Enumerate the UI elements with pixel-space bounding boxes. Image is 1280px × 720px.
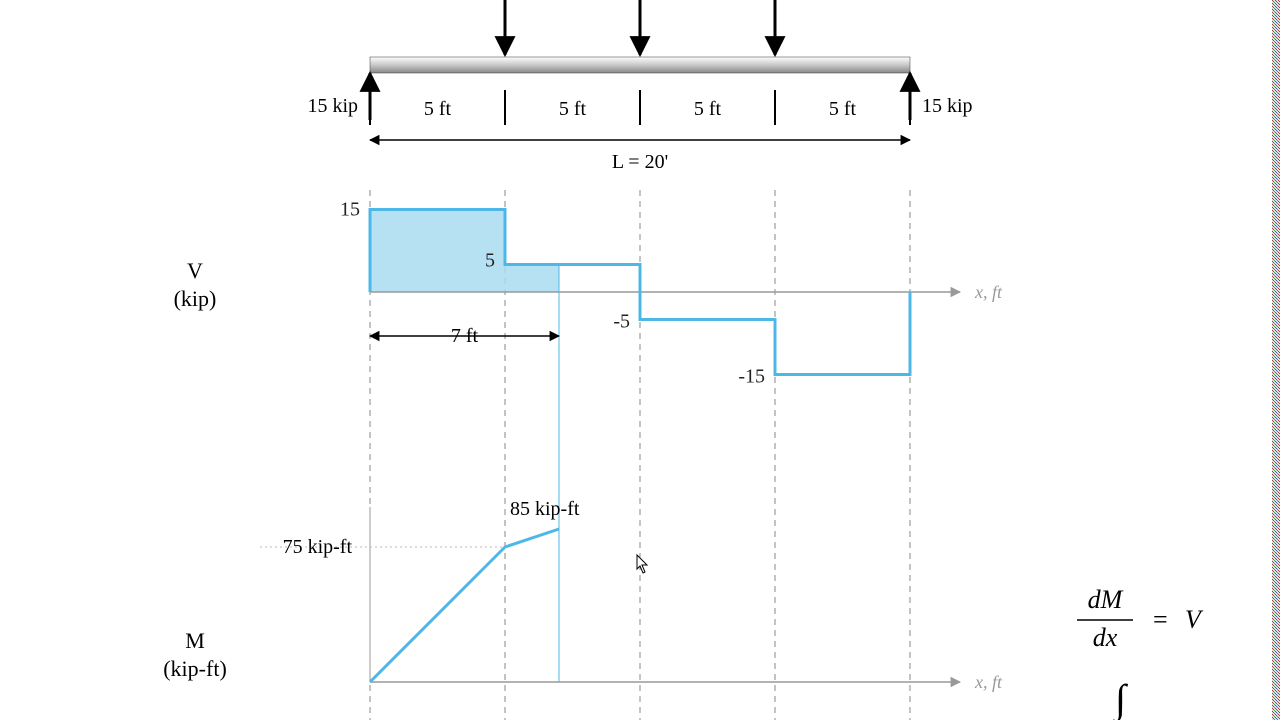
moment-75-label: 75 kip-ft	[283, 536, 353, 558]
shear-7ft-label: 7 ft	[451, 325, 479, 347]
eq-rhs: V	[1185, 605, 1204, 634]
beam	[370, 57, 910, 73]
moment-x-axis-label: x, ft	[974, 672, 1003, 692]
moment-curve	[370, 529, 559, 682]
moment-85-label: 85 kip-ft	[510, 498, 580, 520]
eq-numerator: dM	[1088, 585, 1124, 614]
shear-x-axis-label: x, ft	[974, 282, 1003, 302]
cursor-icon	[637, 555, 647, 573]
segment-label-2: 5 ft	[694, 98, 722, 120]
shear-axis-title-top: V	[187, 258, 203, 283]
segment-label-1: 5 ft	[559, 98, 587, 120]
moment-axis-title-top: M	[185, 628, 205, 653]
diagram-canvas: 15 kip 15 kip 5 ft 5 ft 5 ft 5 ft L = 20' x, ft…	[0, 0, 1280, 720]
shear-highlight-area	[370, 210, 559, 293]
integral-glyph: ∫	[1112, 676, 1129, 720]
total-length-label: L = 20'	[612, 151, 668, 173]
shear-label-n5: -5	[613, 311, 630, 333]
shear-label-n15: -15	[738, 366, 765, 388]
left-reaction-label: 15 kip	[307, 95, 358, 117]
moment-axis-title-bot: (kip-ft)	[163, 656, 227, 681]
shear-label-15: 15	[340, 199, 360, 221]
segment-label-0: 5 ft	[424, 98, 452, 120]
edge-strip	[1272, 0, 1280, 720]
shear-label-5: 5	[485, 250, 495, 272]
right-reaction-label: 15 kip	[922, 95, 973, 117]
eq-equals: =	[1153, 605, 1168, 634]
segment-label-3: 5 ft	[829, 98, 857, 120]
shear-axis-title-bot: (kip)	[174, 286, 217, 311]
eq-denominator: dx	[1093, 623, 1118, 652]
